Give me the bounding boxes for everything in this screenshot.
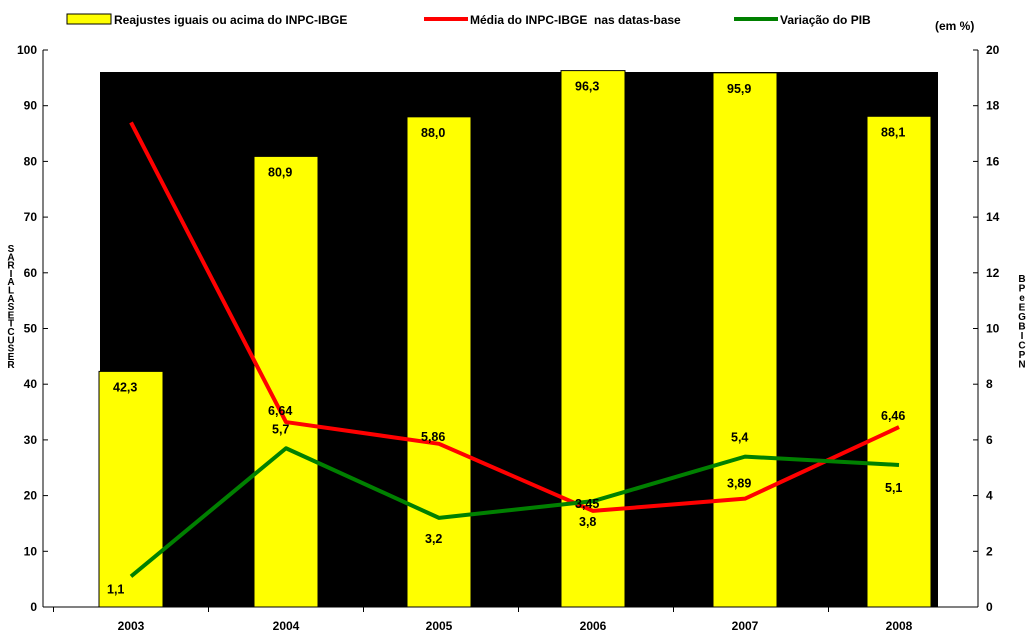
legend: Reajustes iguais ou acima do INPC-IBGE M…	[66, 13, 974, 33]
bar-data-label: 88,1	[881, 125, 905, 139]
inpc-data-label: 3,45	[575, 497, 599, 511]
legend-swatch-bars	[66, 13, 112, 25]
left-tick-label: 70	[24, 210, 38, 224]
right-tick-label: 12	[986, 266, 1000, 280]
pib-data-label: 5,4	[731, 431, 748, 445]
bar-2003	[98, 370, 164, 608]
x-tick-label: 2007	[732, 619, 759, 633]
inpc-data-label: 5,86	[421, 430, 445, 444]
legend-label-bars: Reajustes iguais ou acima do INPC-IBGE	[114, 13, 347, 27]
pib-data-label: 3,2	[425, 532, 442, 546]
right-tick-label: 2	[986, 544, 993, 558]
left-tick-label: 50	[24, 322, 38, 336]
bar-2006	[560, 70, 626, 608]
right-tick-label: 10	[986, 322, 1000, 336]
pib-data-label: 5,1	[885, 481, 902, 495]
bar-data-label: 88,0	[421, 126, 445, 140]
axes: 1009080706050403020100201816141210864202…	[7, 43, 1026, 633]
bar-2007	[712, 72, 778, 608]
right-tick-label: 20	[986, 43, 1000, 57]
pib-line	[129, 446, 900, 578]
left-tick-label: 10	[24, 544, 38, 558]
left-tick-label: 100	[17, 43, 37, 57]
right-tick-label: 16	[986, 154, 1000, 168]
plot-area-fill	[100, 72, 938, 607]
right-tick-label: 4	[986, 489, 993, 503]
line-series	[129, 121, 900, 578]
left-tick-label: 30	[24, 433, 38, 447]
bar-data-label: 80,9	[268, 165, 292, 179]
right-tick-label: 8	[986, 377, 993, 391]
right-tick-label: 0	[986, 600, 993, 614]
x-tick-label: 2003	[118, 619, 145, 633]
bar-series	[98, 70, 932, 608]
bar-data-label: 96,3	[575, 80, 599, 94]
left-tick-label: 40	[24, 377, 38, 391]
legend-label-inpc: Média do INPC-IBGE nas datas-base	[470, 13, 681, 27]
bar-2005	[406, 116, 472, 608]
x-tick-label: 2006	[580, 619, 607, 633]
pib-data-label: 1,1	[107, 582, 124, 596]
inpc-data-label: 6,64	[268, 404, 292, 418]
data-labels: 42,3 80,9 88,0 96,3 95,9 88,1 6,64 5,86 3,45 3,89…	[107, 80, 905, 597]
plot-background	[100, 72, 938, 607]
left-tick-label: 0	[30, 600, 37, 614]
x-tick-label: 2004	[273, 619, 300, 633]
pib-data-label: 3,8	[579, 515, 596, 529]
bar-data-label: 42,3	[113, 380, 137, 394]
right-tick-label: 6	[986, 433, 993, 447]
left-tick-label: 90	[24, 99, 38, 113]
right-tick-label: 18	[986, 99, 1000, 113]
bar-data-label: 95,9	[727, 82, 751, 96]
inpc-line	[129, 121, 900, 513]
left-tick-label: 20	[24, 489, 38, 503]
legend-label-pib: Variação do PIB	[780, 13, 871, 27]
x-tick-label: 2005	[426, 619, 453, 633]
left-tick-label: 80	[24, 154, 38, 168]
left-tick-label: 60	[24, 266, 38, 280]
units-note: (em %)	[935, 19, 974, 33]
pib-data-label: 5,7	[272, 422, 289, 436]
inpc-data-label: 6,46	[881, 409, 905, 423]
right-tick-label: 14	[986, 210, 1000, 224]
x-tick-label: 2008	[886, 619, 913, 633]
bar-2008	[866, 115, 932, 608]
inpc-data-label: 3,89	[727, 477, 751, 491]
